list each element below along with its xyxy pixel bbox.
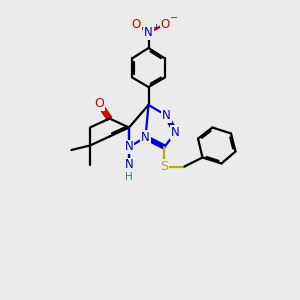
Text: +: + (152, 23, 160, 32)
Text: O: O (132, 17, 141, 31)
Text: N: N (124, 158, 134, 172)
Text: N: N (162, 109, 171, 122)
Text: N: N (171, 126, 180, 139)
Text: N: N (124, 140, 134, 154)
Text: N: N (141, 131, 150, 144)
Text: O: O (160, 17, 169, 31)
Text: S: S (160, 160, 168, 173)
Text: −: − (170, 13, 178, 23)
Text: H: H (125, 172, 133, 182)
Text: O: O (94, 97, 104, 110)
Text: N: N (144, 26, 153, 40)
